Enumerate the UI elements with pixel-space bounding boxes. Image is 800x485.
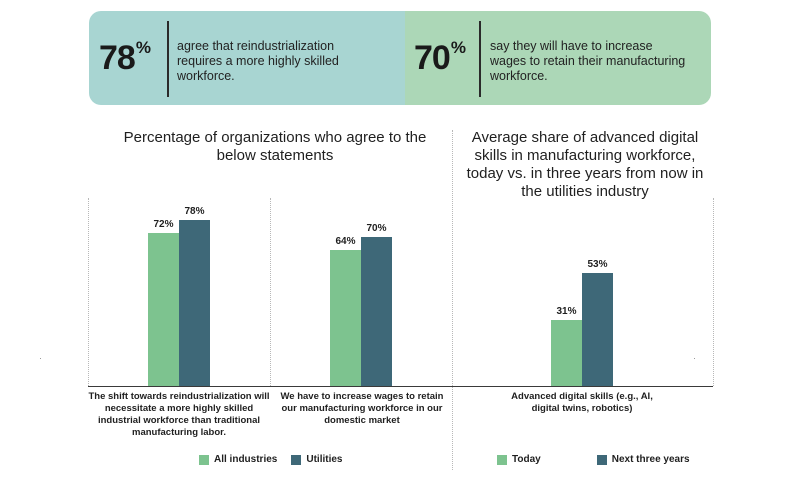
stat-panel-wages: 70% say they will have to increase wages…: [405, 11, 711, 105]
bar-all-industries: [148, 232, 179, 386]
bar-value-label: 64%: [335, 235, 356, 247]
stat-value: 70%: [414, 38, 466, 77]
bar-value-label: 53%: [587, 259, 608, 271]
legend-label: Utilities: [306, 454, 343, 465]
chart-title-left: Percentage of organizations who agree to…: [123, 129, 427, 164]
stat-banner: 78% agree that reindustrialization requi…: [89, 11, 711, 105]
stat-text: say they will have to increase wages to …: [490, 39, 686, 83]
legend-left: All industries Utilities: [199, 454, 356, 465]
stat-text: agree that reindustrialization requires …: [177, 39, 339, 83]
legend-swatch: [497, 454, 507, 465]
grid-divider: [713, 198, 714, 386]
legend-label: Next three years: [611, 454, 690, 465]
bar-all-industries: [330, 249, 361, 386]
legend-right: Today Next three years: [497, 454, 704, 465]
stat-divider: [479, 21, 481, 97]
grid-divider: [270, 198, 271, 386]
category-label-reindustrialization: The shift towards reindustrialization wi…: [88, 391, 270, 438]
decor-dot: [694, 358, 695, 359]
legend-label: All industries: [214, 454, 278, 465]
stat-panel-reindustrialization: 78% agree that reindustrialization requi…: [89, 11, 405, 105]
x-axis-left: [88, 386, 452, 387]
legend-item-all-industries: All industries: [199, 454, 277, 465]
grid-divider: [88, 198, 89, 386]
bar-utilities: [361, 236, 392, 386]
category-label-digital-skills: Advanced digital skills (e.g., AI, digit…: [511, 391, 653, 414]
bar-today: [551, 319, 582, 386]
legend-item-next-three-years: Next three years: [596, 454, 690, 465]
legend-swatch: [291, 454, 302, 465]
bar-value-label: 78%: [184, 205, 205, 217]
bar-next-three-years: [582, 273, 613, 386]
legend-item-today: Today: [497, 454, 541, 465]
legend-swatch: [596, 454, 607, 465]
bar-value-label: 70%: [366, 222, 387, 234]
legend-item-utilities: Utilities: [291, 454, 342, 465]
legend-label: Today: [512, 454, 541, 465]
chart-title-right: Average share of advanced digital skills…: [466, 129, 704, 200]
stat-value: 78%: [99, 38, 151, 77]
category-label-wages: We have to increase wages to retain our …: [280, 391, 444, 426]
legend-swatch: [199, 454, 209, 465]
section-divider: [452, 130, 453, 470]
x-axis-right: [452, 386, 713, 387]
bar-value-label: 72%: [153, 218, 174, 230]
bar-utilities: [179, 219, 210, 386]
bar-value-label: 31%: [556, 305, 577, 317]
stat-divider: [167, 21, 169, 97]
decor-dot: [40, 358, 41, 359]
